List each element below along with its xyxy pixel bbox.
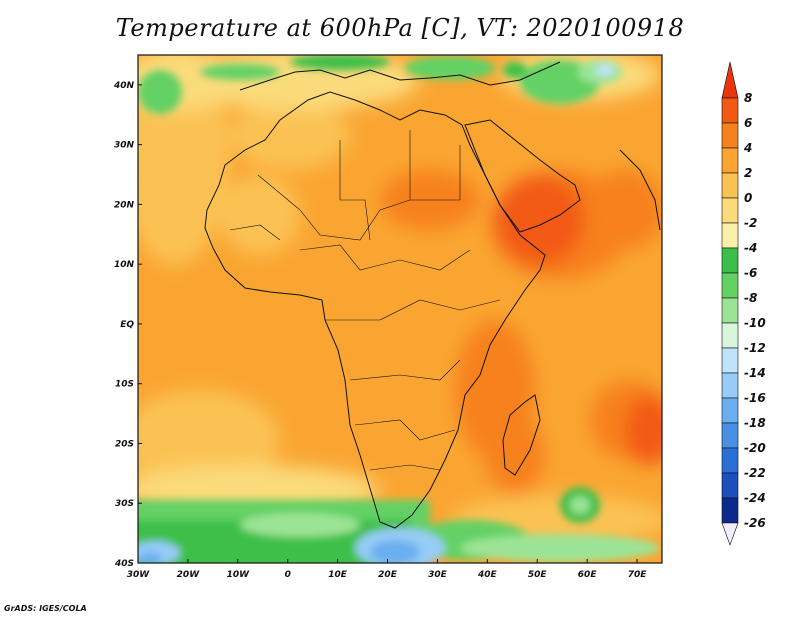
lon-tick-label: 20W [177, 570, 201, 580]
colorbar-swatch [721, 147, 739, 174]
colorbar-label: -12 [744, 341, 766, 355]
colorbar-label: 8 [744, 91, 752, 105]
colorbar-swatch [721, 247, 739, 274]
colorbar-swatch [721, 397, 739, 424]
colorbar-label: -24 [744, 491, 766, 505]
colorbar-label: 0 [744, 191, 752, 205]
colorbar-swatch [721, 322, 739, 349]
lon-tick-label: 10E [328, 570, 348, 580]
lat-tick-label: 40N [113, 81, 135, 91]
coastlines [204, 61, 661, 529]
colorbar-label: -16 [744, 391, 766, 405]
lat-tick-label: 30N [114, 141, 135, 151]
lat-tick-label: 10S [115, 380, 134, 390]
lon-tick-label: 30W [127, 570, 151, 580]
lat-tick-label: 10N [114, 260, 135, 270]
lat-tick-label: 20N [114, 200, 135, 210]
map-title: Temperature at 600hPa [C], VT: 202010091… [115, 14, 685, 42]
lon-tick-label: 50E [528, 570, 548, 580]
lon-tick-label: 20E [378, 570, 398, 580]
colorbar-swatch [721, 497, 739, 524]
colorbar-swatch [721, 422, 739, 449]
colorbar-label: -4 [744, 241, 757, 255]
lon-tick-label: 10W [227, 570, 251, 580]
colorbar-swatch [721, 347, 739, 374]
lat-tick-label: 40S [114, 559, 134, 569]
colorbar-label: -2 [744, 216, 757, 230]
axis-ticks: 30W 20W 10W 0 10E 20E 30E 40E 50E 60E 70E 40N 30N 20N… [113, 81, 647, 580]
colorbar-swatch [721, 522, 739, 546]
colorbar-swatch [721, 297, 739, 324]
plot-frame [137, 54, 663, 564]
colorbar-label: -14 [744, 366, 766, 380]
colorbar-label: 6 [744, 116, 752, 130]
colorbar-label: -20 [744, 441, 766, 455]
colorbar-swatch [721, 61, 739, 99]
colorbar-label: -22 [744, 466, 766, 480]
colorbar-swatch [721, 222, 739, 249]
colorbar-swatch [721, 97, 739, 124]
temperature-field [138, 55, 662, 563]
colorbar-swatch [721, 122, 739, 149]
colorbar-swatch [721, 172, 739, 199]
colorbar-swatch [721, 472, 739, 499]
colorbar-swatch [721, 447, 739, 474]
colorbar-swatch [721, 372, 739, 399]
colorbar-label: -8 [744, 291, 757, 305]
lon-tick-label: 30E [428, 570, 448, 580]
colorbar-label: -6 [744, 266, 757, 280]
lon-tick-label: 60E [578, 570, 598, 580]
lat-tick-label: 20S [115, 439, 134, 449]
colorbar: 8 6 4 2 0 -2 -4 -6 -8 -10 -12 -14 -16 -18 -20 -22 -24 -26 [721, 61, 766, 546]
colorbar-label: -26 [744, 516, 766, 530]
colorbar-swatch [721, 197, 739, 224]
lat-tick-label: 30S [115, 499, 134, 509]
credit-text: GrADS: IGES/COLA [4, 604, 87, 613]
colorbar-label: -10 [744, 316, 766, 330]
lon-tick-label: 0 [285, 570, 291, 580]
lat-tick-label: EQ [120, 320, 134, 330]
colorbar-label: 2 [744, 166, 752, 180]
colorbar-swatch [721, 272, 739, 299]
colorbar-label: -18 [744, 416, 766, 430]
country-borders [229, 130, 501, 471]
colorbar-label: 4 [743, 141, 752, 155]
lon-tick-label: 40E [477, 570, 498, 580]
lon-tick-label: 70E [628, 570, 648, 580]
